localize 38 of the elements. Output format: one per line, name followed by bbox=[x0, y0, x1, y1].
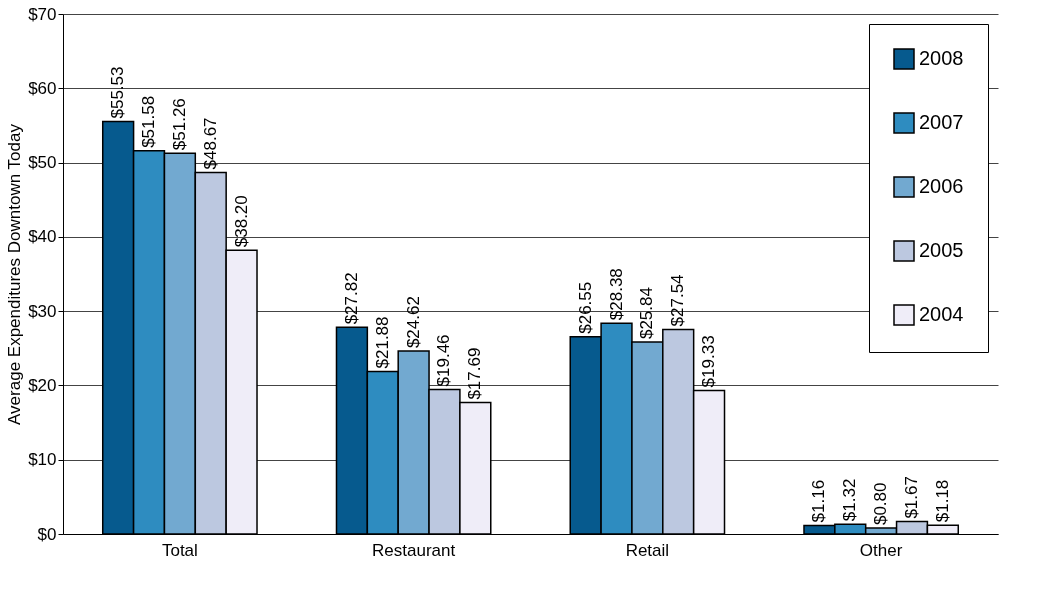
y-tick-label: $30 bbox=[28, 301, 57, 321]
data-label: $51.58 bbox=[139, 95, 159, 148]
y-tick-label: $0 bbox=[37, 524, 57, 544]
legend-label: 2004 bbox=[919, 303, 964, 325]
data-label: $19.33 bbox=[699, 335, 719, 388]
legend-label: 2007 bbox=[919, 111, 964, 133]
data-label: $1.16 bbox=[809, 479, 829, 523]
data-label: $55.53 bbox=[108, 66, 128, 119]
data-label: $1.67 bbox=[901, 476, 921, 519]
y-tick-label: $40 bbox=[28, 227, 57, 247]
data-label: $24.62 bbox=[403, 296, 423, 349]
data-label: $25.84 bbox=[637, 287, 657, 340]
x-tick-label: Retail bbox=[625, 540, 670, 560]
legend-label: 2006 bbox=[919, 175, 964, 197]
data-label: $17.69 bbox=[465, 347, 485, 400]
legend-label: 2005 bbox=[919, 239, 964, 261]
y-tick-label: $20 bbox=[28, 375, 57, 395]
y-tick-label: $70 bbox=[28, 4, 57, 24]
data-label: $1.18 bbox=[932, 479, 952, 523]
x-tick-label: Other bbox=[859, 540, 903, 560]
y-axis-title: Average Expenditures Downtown Today bbox=[5, 123, 25, 425]
data-label: $48.67 bbox=[200, 117, 220, 170]
data-label: $26.55 bbox=[575, 281, 595, 334]
data-label: $51.26 bbox=[169, 98, 189, 151]
data-label: $21.88 bbox=[372, 316, 392, 369]
y-tick-label: $10 bbox=[28, 450, 57, 470]
data-label: $28.38 bbox=[606, 268, 626, 321]
x-tick-label: Total bbox=[161, 540, 198, 560]
data-label: $19.46 bbox=[434, 334, 454, 387]
data-label: $0.80 bbox=[871, 482, 891, 526]
data-label: $27.82 bbox=[341, 272, 361, 325]
data-label: $38.20 bbox=[231, 195, 251, 248]
y-tick-label: $50 bbox=[28, 153, 57, 173]
y-tick-label: $60 bbox=[28, 78, 57, 98]
legend-label: 2008 bbox=[919, 47, 964, 69]
data-label: $1.32 bbox=[840, 478, 860, 522]
data-label: $27.54 bbox=[668, 274, 688, 327]
x-tick-label: Restaurant bbox=[372, 540, 456, 560]
